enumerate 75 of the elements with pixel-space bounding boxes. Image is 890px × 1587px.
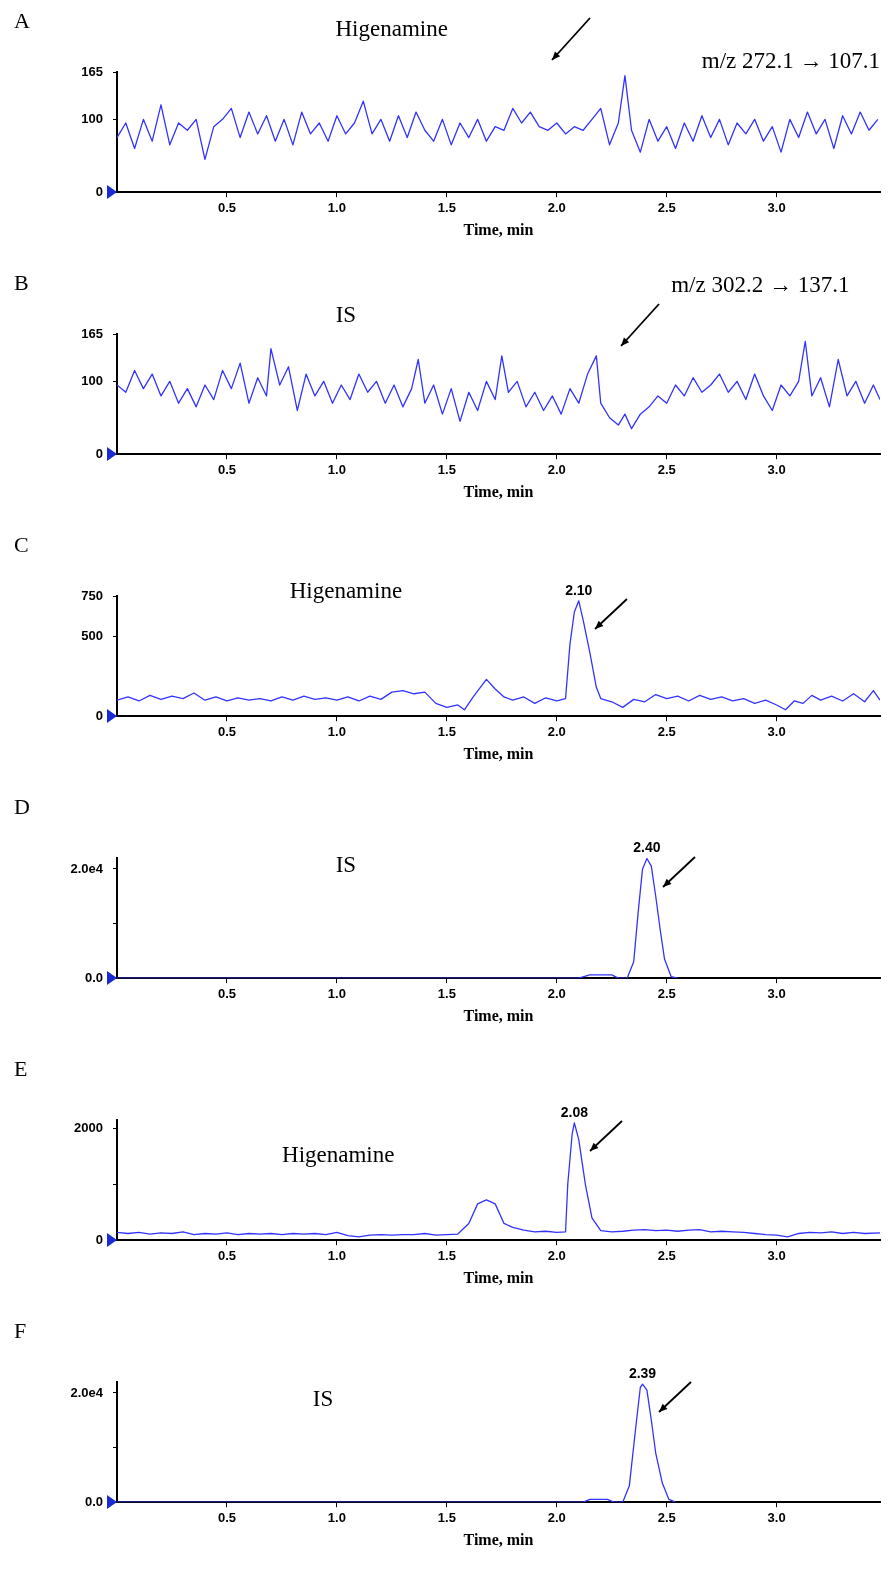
text: Higenamine [335,16,448,42]
x-axis-title: Time, min [463,1268,534,1286]
annotation: 2.08 [560,1103,589,1120]
chart-title: A [14,7,30,33]
y-tick-label: 0.0 [84,1493,103,1509]
x-tick-label: 1.0 [327,1509,346,1525]
chart-title: E [14,1055,28,1081]
x-tick-label: 2.0 [547,1509,566,1525]
annotation: 2.39 [628,1365,657,1382]
y-tick-label: 500 [81,627,103,643]
chart-title: B [14,269,29,295]
x-axis-title: Time, min [463,482,534,500]
chart-title: F [14,1317,27,1343]
x-tick-label: 1.5 [437,985,456,1001]
x-tick-label: 2.0 [547,723,566,739]
y-tick-label: 2.0e4 [70,1384,104,1400]
x-axis-title: Time, min [463,1006,534,1024]
y-tick-label: 100 [81,110,103,126]
x-tick-label: 0.5 [217,1247,236,1263]
x-tick-label: 3.0 [767,985,786,1001]
y-tick-label: 0 [95,707,103,723]
y-tick-label: 0.0 [84,969,103,985]
x-tick-label: 1.0 [327,985,346,1001]
y-tick-label: 0 [95,445,103,461]
x-tick-label: 3.0 [767,461,786,477]
x-tick-label: 2.0 [547,199,566,215]
x-tick-label: 2.5 [657,985,676,1001]
x-tick-label: 2.0 [547,985,566,1001]
x-tick-label: 3.0 [767,723,786,739]
x-tick-label: 1.0 [327,199,346,215]
chart-title: D [14,793,30,819]
x-axis-title: Time, min [463,1530,534,1548]
x-tick-label: 1.5 [437,1247,456,1263]
x-tick-label: 0.5 [217,461,236,477]
y-tick-label: 100 [81,372,103,388]
annotation: 2.10 [565,581,593,598]
x-axis-title: Time, min [463,744,534,762]
x-tick-label: 2.5 [657,199,676,215]
y-tick-label: 0 [95,1231,103,1247]
annotation: m/z 272.1 → 107.1 [701,48,880,74]
x-tick-label: 0.5 [217,723,236,739]
x-tick-label: 0.5 [217,985,236,1001]
x-tick-label: 3.0 [767,199,786,215]
annotation: IS [312,1386,334,1412]
y-tick-label: 2000 [74,1119,103,1135]
annotation: Higenamine [282,1142,395,1168]
y-tick-label: 0 [95,183,103,199]
x-tick-label: 0.5 [217,199,236,215]
x-tick-label: 2.5 [657,461,676,477]
x-tick-label: 2.0 [547,461,566,477]
y-tick-label: 165 [81,63,103,79]
x-tick-label: 0.5 [217,1509,236,1525]
x-tick-label: 3.0 [767,1247,786,1263]
x-tick-label: 2.5 [657,1247,676,1263]
chart-title: C [14,531,29,557]
x-axis-title: Time, min [463,220,534,238]
annotation: IS [335,852,357,878]
x-tick-label: 1.0 [327,1247,346,1263]
x-tick-label: 1.5 [437,461,456,477]
x-tick-label: 1.5 [437,723,456,739]
x-tick-label: 3.0 [767,1509,786,1525]
x-tick-label: 2.5 [657,723,676,739]
x-tick-label: 1.5 [437,1509,456,1525]
x-tick-label: 2.0 [547,1247,566,1263]
x-tick-label: 1.5 [437,199,456,215]
text: m/z 302.2 → 137.1 [671,272,850,298]
text: IS [335,302,357,328]
annotation: Higenamine [289,578,403,604]
annotation: 2.40 [633,839,661,856]
y-tick-label: 750 [81,587,103,603]
x-tick-label: 1.0 [327,461,346,477]
y-tick-label: 2.0e4 [70,860,104,876]
y-tick-label: 165 [81,325,103,341]
x-tick-label: 1.0 [327,723,346,739]
x-tick-label: 2.5 [657,1509,676,1525]
